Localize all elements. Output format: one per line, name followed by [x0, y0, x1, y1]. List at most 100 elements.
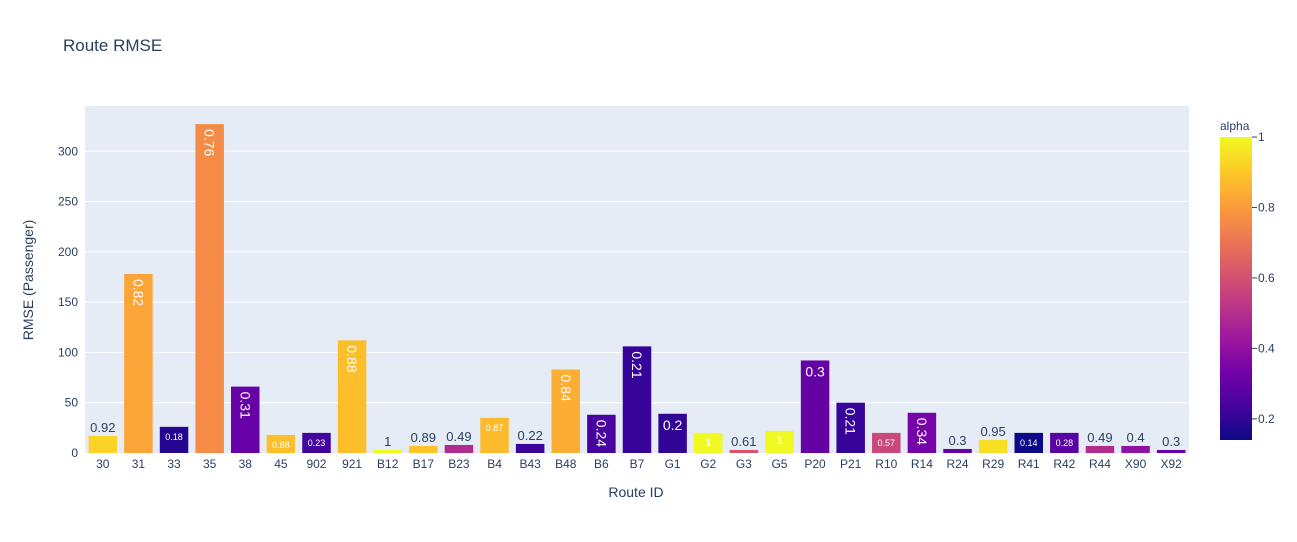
x-tick-label: 45 — [274, 457, 288, 471]
x-tick-label: 31 — [132, 457, 146, 471]
bar-R24 — [943, 448, 972, 453]
y-tick-label: 200 — [58, 245, 78, 259]
colorbar-tick-label: 1 — [1258, 130, 1265, 144]
bar-B6 — [587, 414, 616, 453]
x-axis-title: Route ID — [608, 484, 663, 500]
data-label: 1 — [384, 434, 391, 449]
bar-R14 — [907, 412, 937, 453]
bar-B48 — [551, 369, 581, 453]
x-tick-label: 35 — [203, 457, 217, 471]
bar-X90 — [1121, 445, 1150, 453]
x-tick-label: R41 — [1018, 457, 1040, 471]
bar-B17 — [409, 445, 438, 453]
y-tick-label: 0 — [71, 446, 78, 460]
bar-G1 — [658, 413, 687, 453]
x-tick-label: P21 — [840, 457, 862, 471]
x-tick-label: B6 — [594, 457, 609, 471]
x-tick-label: G5 — [771, 457, 787, 471]
data-label: 0.21 — [843, 408, 859, 435]
x-tick-label: P20 — [804, 457, 826, 471]
data-label: 0.21 — [629, 351, 645, 378]
data-label: 0.22 — [518, 428, 543, 443]
bar-45 — [266, 434, 296, 453]
data-label: 0.28 — [1056, 438, 1074, 448]
data-label: 0.88 — [344, 345, 360, 372]
x-tick-label: X92 — [1161, 457, 1183, 471]
bar-921 — [337, 340, 367, 453]
bar-902 — [302, 432, 331, 453]
bar-R10 — [872, 432, 901, 453]
data-label: 0.89 — [411, 430, 436, 445]
y-axis-title: RMSE (Passenger) — [20, 220, 36, 341]
y-tick-label: 250 — [58, 195, 78, 209]
x-tick-label: B23 — [448, 457, 470, 471]
x-tick-label: B12 — [377, 457, 399, 471]
bar-31 — [124, 273, 153, 453]
x-tick-label: R29 — [982, 457, 1004, 471]
colorbar-tick-label: 0.4 — [1258, 341, 1275, 355]
data-label: 0.61 — [731, 434, 756, 449]
bar-38 — [231, 386, 260, 453]
x-tick-label: B7 — [630, 457, 645, 471]
bar-35 — [195, 124, 224, 454]
data-label: 0.2 — [663, 417, 683, 433]
y-tick-label: 100 — [58, 345, 78, 359]
bar-R29 — [978, 439, 1008, 453]
data-label: 0.92 — [90, 420, 115, 435]
x-tick-label: R44 — [1089, 457, 1111, 471]
data-label: 0.34 — [914, 418, 930, 445]
bar-G2 — [693, 432, 723, 453]
colorbar-tick-label: 0.2 — [1258, 412, 1275, 426]
data-label: 0.76 — [202, 129, 218, 156]
data-label: 1 — [705, 437, 711, 449]
data-label: 0.18 — [165, 432, 183, 442]
bar-B43 — [515, 443, 545, 453]
data-label: 1 — [776, 435, 782, 447]
bar-G5 — [765, 430, 794, 453]
x-tick-label: G2 — [700, 457, 716, 471]
data-label: 0.3 — [1162, 434, 1180, 449]
y-tick-label: 50 — [65, 396, 79, 410]
data-label: 0.3 — [948, 433, 966, 448]
bar-G3 — [729, 449, 759, 453]
bar-B12 — [373, 449, 402, 453]
x-tick-label: G1 — [665, 457, 681, 471]
x-tick-label: 33 — [167, 457, 181, 471]
data-label: 0.24 — [593, 420, 609, 447]
bar-P21 — [836, 402, 865, 453]
data-label: 0.49 — [1087, 430, 1112, 445]
data-label: 0.84 — [558, 375, 574, 402]
x-tick-label: R24 — [947, 457, 969, 471]
chart-title: Route RMSE — [63, 36, 162, 55]
x-tick-label: X90 — [1125, 457, 1147, 471]
colorbar-scale — [1220, 137, 1252, 440]
data-label: 0.57 — [878, 438, 896, 448]
x-tick-label: 902 — [306, 457, 326, 471]
colorbar: 0.2 0.4 0.6 0.8 1 — [1220, 130, 1275, 440]
bar-R41 — [1014, 432, 1043, 453]
x-tick-label: G3 — [736, 457, 752, 471]
y-tick-label: 150 — [58, 295, 78, 309]
data-label: 0.88 — [272, 440, 290, 450]
x-tick-label: 30 — [96, 457, 110, 471]
x-tick-label: 921 — [342, 457, 362, 471]
x-tick-label: R10 — [875, 457, 897, 471]
x-tick-label: B48 — [555, 457, 577, 471]
x-tick-label: B4 — [487, 457, 502, 471]
colorbar-tick-label: 0.8 — [1258, 200, 1275, 214]
bar-R44 — [1085, 445, 1115, 453]
x-tick-label: 38 — [239, 457, 253, 471]
x-tick-label: R42 — [1053, 457, 1075, 471]
bar-33 — [159, 426, 189, 453]
data-label: 0.3 — [805, 363, 825, 379]
bar-B4 — [480, 417, 509, 453]
y-tick-label: 300 — [58, 144, 78, 158]
x-tick-label: R14 — [911, 457, 933, 471]
bar-B7 — [622, 346, 652, 453]
data-label: 0.23 — [308, 438, 326, 448]
data-label: 0.49 — [446, 429, 471, 444]
data-label: 0.31 — [237, 392, 253, 419]
bar-X92 — [1156, 449, 1186, 453]
data-label: 0.14 — [1020, 438, 1038, 448]
